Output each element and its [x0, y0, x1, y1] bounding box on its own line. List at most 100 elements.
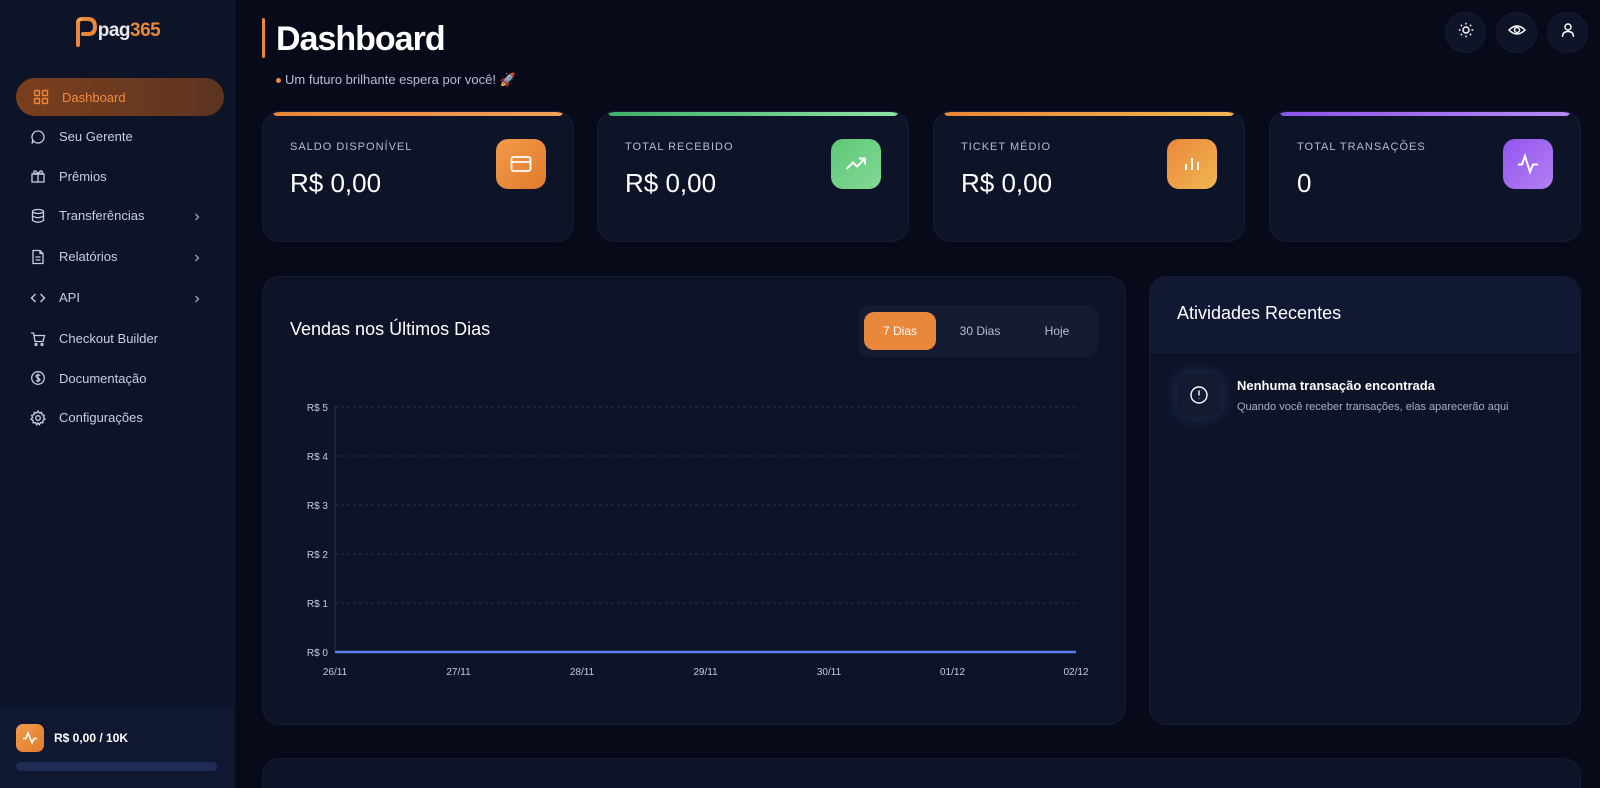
cart-icon	[30, 331, 46, 347]
stat-label: TOTAL RECEBIDO	[625, 141, 734, 153]
sales-limit-panel: R$ 0,00 / 10K	[0, 706, 235, 788]
stat-label: TOTAL TRANSAÇÕES	[1297, 141, 1426, 153]
sidebar-item-documentacao[interactable]: Documentação	[16, 359, 224, 397]
sidebar-item-label: Transferências	[59, 208, 145, 223]
y-tick-label: R$ 5	[307, 403, 329, 414]
credit-card-icon	[496, 139, 546, 189]
sidebar-item-label: API	[59, 290, 80, 305]
grid-icon	[33, 89, 49, 105]
visibility-toggle-button[interactable]	[1496, 12, 1537, 53]
page-title: Dashboard	[276, 20, 446, 58]
y-tick-label: R$ 0	[307, 648, 329, 659]
x-tick-label: 30/11	[817, 667, 842, 678]
sidebar-item-dashboard[interactable]: Dashboard	[16, 78, 224, 116]
card-accent-line	[608, 112, 898, 116]
stat-value: R$ 0,00	[625, 168, 717, 198]
top-actions	[1445, 12, 1588, 53]
stat-value: 0	[1297, 168, 1312, 198]
clock-alert-icon	[1177, 373, 1221, 417]
stat-value: R$ 0,00	[290, 168, 382, 198]
chat-icon	[30, 129, 46, 145]
sidebar-item-premios[interactable]: Prêmios	[16, 157, 224, 195]
sidebar-item-label: Checkout Builder	[59, 331, 158, 346]
card-accent-line	[1280, 112, 1570, 116]
x-tick-label: 27/11	[446, 667, 471, 678]
y-tick-label: R$ 4	[307, 452, 329, 463]
logo-mark-icon	[74, 17, 97, 47]
empty-state: Nenhuma transação encontrada Quando você…	[1177, 373, 1509, 417]
empty-state-title: Nenhuma transação encontrada	[1237, 378, 1435, 393]
chevron-right-icon	[192, 292, 202, 302]
bottom-card	[262, 758, 1581, 788]
tab-7-dias[interactable]: 7 Dias	[864, 312, 936, 350]
tab-30-dias[interactable]: 30 Dias	[959, 324, 1001, 338]
stat-value: R$ 0,00	[961, 168, 1053, 198]
stat-label: TICKET MÉDIO	[961, 141, 1052, 153]
stat-label: SALDO DISPONÍVEL	[290, 141, 413, 153]
brand-logo[interactable]: pag365	[0, 0, 234, 62]
activities-title: Atividades Recentes	[1150, 277, 1580, 353]
sidebar-item-label: Configurações	[59, 410, 143, 425]
sales-chart-card: Vendas nos Últimos Dias 7 Dias 30 Dias H…	[262, 276, 1126, 725]
tab-hoje[interactable]: Hoje	[1044, 324, 1070, 338]
x-tick-label: 28/11	[570, 667, 595, 678]
stat-card-saldo-disponivel: SALDO DISPONÍVEL R$ 0,00	[262, 111, 574, 242]
sidebar-item-checkout-builder[interactable]: Checkout Builder	[16, 320, 224, 358]
limit-text: R$ 0,00 / 10K	[54, 731, 129, 745]
y-tick-label: R$ 2	[307, 550, 329, 561]
sidebar-item-configuracoes[interactable]: Configurações	[16, 399, 224, 437]
trending-up-icon	[831, 139, 881, 189]
x-tick-label: 02/12	[1063, 667, 1088, 678]
stat-card-ticket-medio: TICKET MÉDIO R$ 0,00	[933, 111, 1245, 242]
y-tick-label: R$ 1	[307, 599, 329, 610]
sidebar-item-label: Relatórios	[59, 249, 118, 264]
x-tick-label: 29/11	[693, 667, 718, 678]
sidebar-item-transferencias[interactable]: Transferências	[16, 197, 224, 235]
profile-button[interactable]	[1547, 12, 1588, 53]
chevron-right-icon	[192, 251, 202, 261]
x-tick-label: 01/12	[940, 667, 965, 678]
empty-state-description: Quando você receber transações, elas apa…	[1237, 401, 1509, 413]
limit-progress-bar	[16, 762, 217, 771]
sidebar-item-api[interactable]: API	[16, 279, 224, 317]
sun-icon	[1458, 22, 1474, 43]
code-icon	[30, 290, 46, 306]
x-tick-label: 26/11	[323, 667, 348, 678]
y-tick-label: R$ 3	[307, 501, 329, 512]
database-icon	[30, 208, 46, 224]
range-tabs: 7 Dias 30 Dias Hoje	[858, 305, 1098, 357]
sidebar-nav: Dashboard Seu Gerente Prêmios Transferên…	[16, 78, 224, 438]
card-accent-line	[273, 112, 563, 116]
activity-icon	[1503, 139, 1553, 189]
sidebar-item-label: Dashboard	[62, 89, 126, 105]
activity-icon	[16, 724, 44, 752]
logo-text-pag: pag	[97, 20, 131, 41]
document-icon	[30, 249, 46, 265]
page-subtitle: Um futuro brilhante espera por você! 🚀	[276, 72, 516, 88]
chart-title: Vendas nos Últimos Dias	[290, 319, 491, 339]
recent-activities-card: Atividades Recentes Nenhuma transação en…	[1149, 276, 1581, 725]
sidebar-item-relatorios[interactable]: Relatórios	[16, 238, 224, 276]
stat-card-total-recebido: TOTAL RECEBIDO R$ 0,00	[597, 111, 909, 242]
logo-text-365: 365	[130, 20, 161, 41]
gift-icon	[30, 168, 46, 184]
subtitle-text: Um futuro brilhante espera por você! 🚀	[285, 72, 516, 87]
dollar-circle-icon	[30, 370, 46, 386]
user-icon	[1560, 22, 1576, 43]
sidebar-item-label: Prêmios	[59, 168, 107, 184]
title-accent-bar	[262, 18, 265, 58]
logo-text: pag365	[97, 20, 161, 42]
theme-toggle-button[interactable]	[1445, 12, 1486, 53]
bar-chart-icon	[1167, 139, 1217, 189]
sidebar-item-seu-gerente[interactable]: Seu Gerente	[16, 118, 224, 156]
stat-card-total-transacoes: TOTAL TRANSAÇÕES 0	[1269, 111, 1581, 242]
sidebar: pag365 Dashboard Seu Gerente Prêmios Tra…	[0, 0, 235, 788]
subtitle-dot	[276, 77, 281, 83]
sidebar-item-label: Documentação	[59, 370, 147, 386]
sidebar-item-label: Seu Gerente	[59, 129, 133, 144]
gear-icon	[30, 409, 46, 426]
eye-icon	[1507, 22, 1526, 43]
card-accent-line	[944, 112, 1234, 116]
chevron-right-icon	[192, 210, 202, 220]
sales-line-chart: R$ 0 R$ 1 R$ 2 R$ 3 R$ 4 R$ 5 26/11 27/11 28/11 2…	[307, 403, 1089, 678]
